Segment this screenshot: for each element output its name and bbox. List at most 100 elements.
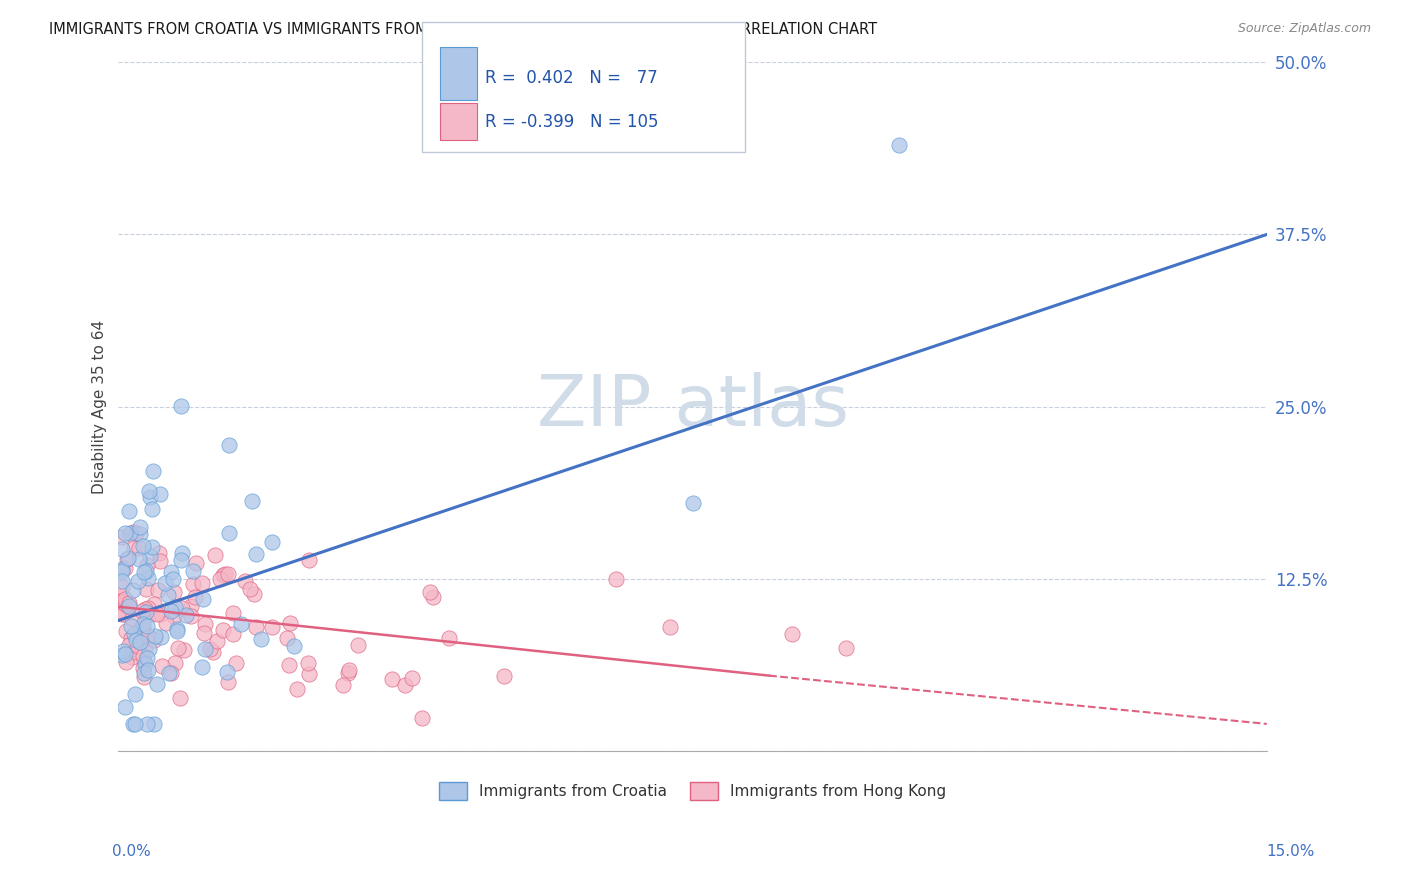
- Point: [181, 577, 204, 591]
- Point: [149, 487, 172, 501]
- Point: [217, 566, 239, 581]
- Point: [118, 504, 141, 518]
- Point: [115, 551, 138, 566]
- Point: [136, 619, 159, 633]
- Point: [134, 601, 156, 615]
- Point: [336, 665, 359, 680]
- Point: [142, 597, 165, 611]
- Point: [156, 588, 179, 602]
- Point: [129, 527, 152, 541]
- Point: [233, 574, 256, 588]
- Point: [120, 525, 142, 540]
- Point: [780, 627, 803, 641]
- Point: [191, 660, 214, 674]
- Point: [337, 663, 360, 677]
- Point: [143, 632, 166, 647]
- Point: [165, 600, 187, 615]
- Point: [111, 607, 134, 621]
- Point: [169, 690, 191, 705]
- Point: [205, 633, 228, 648]
- Point: [172, 546, 194, 560]
- Point: [170, 601, 193, 615]
- Point: [122, 627, 145, 641]
- Point: [128, 551, 150, 566]
- Point: [198, 642, 221, 657]
- Point: [128, 520, 150, 534]
- Text: ZIP atlas: ZIP atlas: [537, 372, 849, 442]
- Point: [136, 629, 159, 643]
- Point: [190, 576, 212, 591]
- Point: [162, 572, 184, 586]
- Point: [118, 638, 141, 652]
- Point: [217, 674, 239, 689]
- Point: [117, 551, 139, 566]
- Text: R =  0.402   N =   77: R = 0.402 N = 77: [485, 70, 658, 87]
- Point: [111, 541, 134, 556]
- Point: [129, 621, 152, 635]
- Point: [245, 620, 267, 634]
- Point: [167, 640, 190, 655]
- Point: [149, 554, 172, 568]
- Point: [194, 616, 217, 631]
- Point: [114, 624, 136, 638]
- Point: [136, 601, 159, 615]
- Point: [180, 608, 202, 623]
- Point: [201, 645, 224, 659]
- Point: [222, 606, 245, 620]
- Point: [138, 484, 160, 499]
- Point: [120, 631, 142, 645]
- Point: [120, 618, 142, 632]
- Point: [139, 549, 162, 564]
- Point: [135, 564, 157, 578]
- Point: [181, 564, 204, 578]
- Point: [111, 589, 134, 603]
- Point: [174, 608, 197, 623]
- Point: [139, 607, 162, 621]
- Text: R = -0.399   N = 105: R = -0.399 N = 105: [485, 113, 658, 131]
- Point: [297, 553, 319, 567]
- Point: [111, 530, 134, 544]
- Point: [148, 546, 170, 560]
- Point: [143, 717, 166, 731]
- Point: [492, 669, 515, 683]
- Point: [245, 547, 267, 561]
- Point: [114, 526, 136, 541]
- Text: 0.0%: 0.0%: [112, 845, 152, 859]
- Point: [135, 582, 157, 597]
- Point: [135, 650, 157, 665]
- Point: [658, 620, 681, 634]
- Point: [682, 496, 704, 510]
- Point: [134, 671, 156, 685]
- Point: [169, 399, 191, 413]
- Point: [114, 560, 136, 574]
- Point: [212, 623, 235, 637]
- Point: [114, 647, 136, 661]
- Point: [212, 568, 235, 582]
- Point: [115, 655, 138, 669]
- Point: [136, 717, 159, 731]
- Point: [166, 622, 188, 636]
- Legend: Immigrants from Croatia, Immigrants from Hong Kong: Immigrants from Croatia, Immigrants from…: [433, 776, 952, 805]
- Point: [143, 630, 166, 644]
- Point: [122, 582, 145, 597]
- Point: [131, 604, 153, 618]
- Point: [231, 616, 253, 631]
- Point: [111, 574, 134, 588]
- Point: [134, 657, 156, 671]
- Point: [111, 644, 134, 658]
- Point: [419, 585, 441, 599]
- Point: [194, 642, 217, 657]
- Point: [111, 648, 134, 662]
- Point: [163, 585, 186, 599]
- Point: [141, 541, 163, 555]
- Y-axis label: Disability Age 35 to 64: Disability Age 35 to 64: [93, 319, 107, 494]
- Point: [121, 650, 143, 665]
- Point: [127, 574, 149, 588]
- Point: [118, 596, 141, 610]
- Point: [145, 607, 167, 621]
- Point: [121, 525, 143, 540]
- Point: [278, 658, 301, 673]
- Point: [163, 657, 186, 671]
- Point: [139, 491, 162, 505]
- Point: [125, 632, 148, 647]
